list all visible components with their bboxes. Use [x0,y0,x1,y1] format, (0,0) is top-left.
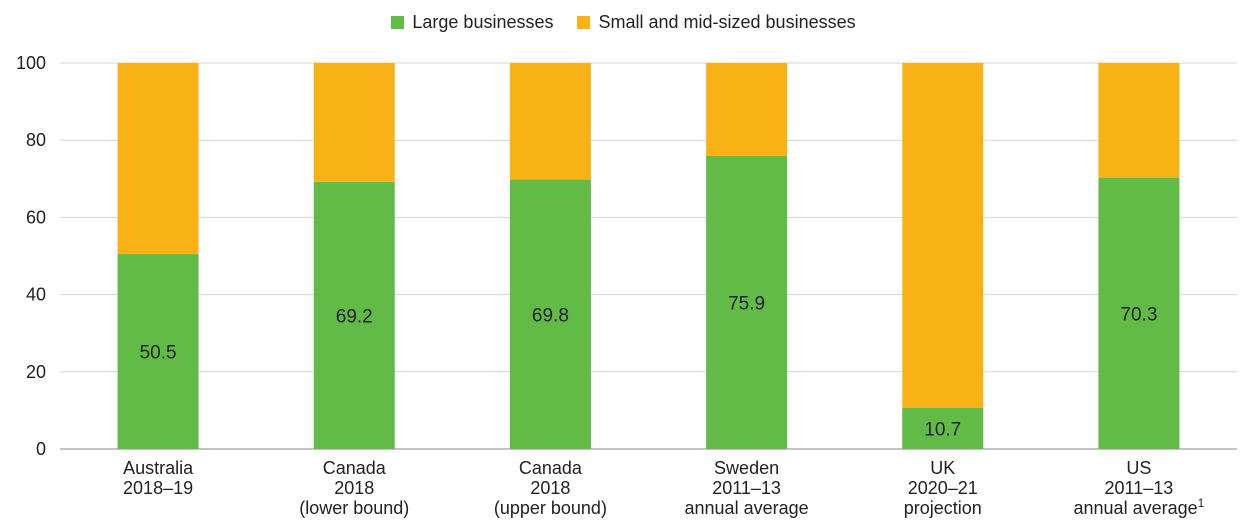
x-tick-label: annual average1 [1074,496,1205,518]
x-tick-label: annual average [685,498,809,518]
x-tick-label: 2018 [334,478,374,498]
x-tick-label: UK [930,458,955,478]
legend-swatch-large [391,16,405,29]
bar-large [509,179,591,449]
legend-label-large: Large businesses [412,12,554,32]
data-label: 10.7 [924,419,961,440]
data-label: 50.5 [140,343,177,364]
legend-item-large: Large businesses [391,12,553,33]
bar-small-mid [1098,63,1180,178]
bar-small-mid [706,63,788,157]
x-tick-label: Canada [519,458,583,478]
data-label: 69.8 [532,305,569,326]
x-tick-label: projection [904,498,982,518]
bar-large [706,156,788,449]
bar-large [902,407,984,449]
bar-large [117,254,199,449]
x-tick-label: Australia [123,458,194,478]
x-tick-label: (upper bound) [494,498,607,518]
x-tick-label: Canada [323,458,387,478]
y-tick-label: 100 [16,53,46,73]
data-label: 75.9 [728,294,765,315]
legend-label-small-mid: Small and mid-sized businesses [598,12,856,32]
y-tick-label: 40 [26,285,46,305]
x-tick-label: 2011–13 [712,478,781,498]
x-tick-label: 2018 [530,478,570,498]
footnote-superscript: 1 [1198,496,1205,510]
x-tick-label: 2020–21 [908,478,978,498]
bar-small-mid [902,63,984,408]
y-tick-label: 0 [36,439,46,459]
bar-large [1098,177,1180,449]
bar-small-mid [117,63,199,255]
legend: Large businesses Small and mid-sized bus… [0,12,1247,33]
x-tick-label: Sweden [714,458,779,478]
bar-small-mid [313,63,395,182]
x-tick-label: 2011–13 [1105,478,1174,498]
bar-large [313,181,395,449]
y-tick-label: 60 [26,207,46,227]
x-tick-label: US [1126,458,1151,478]
y-tick-label: 80 [26,130,46,150]
legend-item-small-mid: Small and mid-sized businesses [577,12,856,33]
y-tick-label: 20 [26,362,46,382]
x-tick-label: 2018–19 [123,478,193,498]
data-label: 69.2 [336,306,373,327]
x-tick-label: (lower bound) [299,498,409,518]
data-label: 70.3 [1120,304,1157,325]
bar-small-mid [509,63,591,180]
legend-swatch-small-mid [577,16,591,29]
